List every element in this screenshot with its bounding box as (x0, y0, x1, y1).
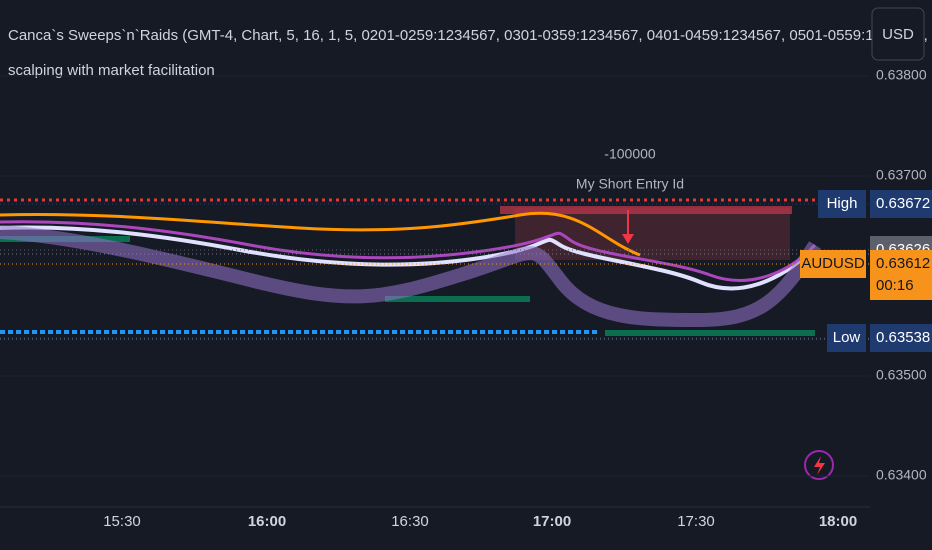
time-label: 17:00 (533, 513, 571, 530)
price-tick-label: 0.63700 (876, 167, 927, 183)
moving-average (0, 220, 817, 282)
order-label: My Short Entry Id (576, 176, 684, 192)
symbol-badge-label: High (827, 195, 858, 212)
zone-bar (500, 206, 792, 214)
time-label: 17:30 (677, 513, 715, 530)
time-label: 16:00 (248, 513, 286, 530)
level-bar (385, 296, 530, 302)
symbol-badge-label: AUDUSD (801, 255, 865, 272)
price-badge-value: 0.63538 (876, 329, 930, 346)
time-label: 16:30 (391, 513, 429, 530)
currency-button[interactable] (871, 7, 925, 61)
moving-average (0, 211, 641, 257)
indicator-title: Canca`s Sweeps`n`Raids (GMT-4, Chart, 5,… (8, 27, 932, 44)
price-tick-label: 0.63400 (876, 467, 927, 483)
time-label: 15:30 (103, 513, 141, 530)
currency-button-label[interactable]: USD (882, 26, 914, 43)
price-tick-label: 0.63800 (876, 67, 927, 83)
level-bar (605, 330, 815, 336)
symbol-badge (800, 250, 866, 278)
time-label: 18:00 (819, 513, 857, 530)
order-size: -100000 (604, 146, 656, 162)
indicator-subtitle: scalping with market facilitation (8, 62, 215, 79)
entry-arrow-head (622, 234, 634, 244)
alert-bolt (814, 456, 825, 475)
symbol-badge (818, 190, 866, 218)
price-badge (870, 250, 932, 300)
price-tick-label: 0.63500 (876, 367, 927, 383)
price-badge-value: 0.63612 (876, 255, 930, 272)
price-badge-value: 0.63672 (876, 195, 930, 212)
symbol-badge (827, 324, 866, 352)
price-badge (870, 324, 932, 352)
price-badge (870, 190, 932, 218)
alert-icon (804, 450, 834, 480)
countdown: 00:16 (876, 277, 914, 294)
symbol-badge-label: Low (833, 329, 861, 346)
